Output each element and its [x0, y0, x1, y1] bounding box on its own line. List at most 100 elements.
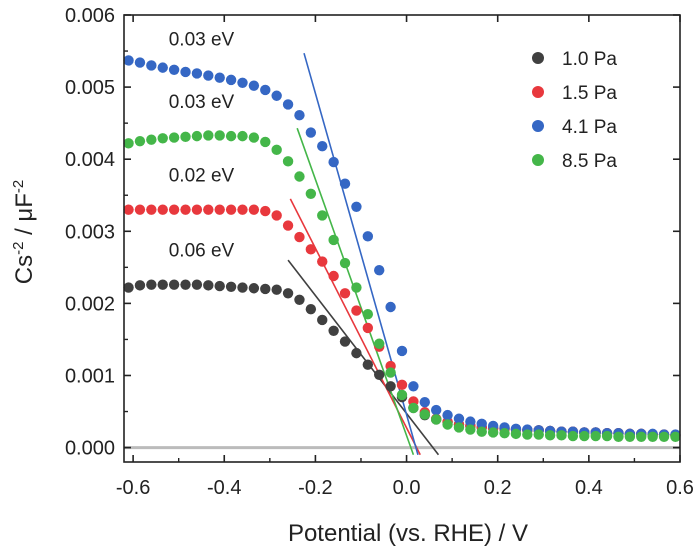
legend-label-series-2: 1.5 Pa: [562, 83, 617, 104]
data-point-series-4: [533, 429, 544, 440]
data-point-series-4: [658, 431, 670, 442]
y-axis-title-exponent: -2: [10, 242, 27, 255]
data-point-series-4: [374, 338, 385, 349]
data-point-series-2: [146, 204, 157, 215]
data-point-series-4: [567, 430, 579, 442]
legend-marker-series-3: [532, 120, 544, 132]
data-point-series-3: [214, 72, 225, 83]
data-point-series-3: [248, 80, 260, 91]
data-point-series-4: [146, 134, 157, 145]
data-point-series-3: [430, 404, 442, 416]
legend-label-series-4: 8.5 Pa: [562, 151, 617, 172]
data-point-series-3: [408, 381, 419, 392]
x-tick-label: -0.4: [207, 477, 241, 499]
data-point-series-4: [522, 429, 533, 440]
data-point-series-2: [282, 220, 294, 231]
data-point-series-2: [237, 204, 248, 215]
data-point-series-4: [385, 367, 396, 378]
data-point-series-4: [613, 431, 624, 442]
data-point-series-4: [408, 402, 419, 414]
data-point-series-3: [305, 127, 317, 138]
data-point-series-4: [260, 136, 271, 148]
data-point-series-2: [123, 204, 134, 215]
data-point-series-3: [396, 345, 408, 357]
slope-annotation-series-2: 0.02 eV: [169, 166, 235, 187]
data-point-series-4: [419, 409, 430, 420]
axis-frame-layer: [123, 14, 681, 463]
data-point-series-4: [157, 133, 168, 144]
data-point-series-4: [430, 414, 442, 425]
y-axis-title-unit: / μF: [11, 193, 38, 242]
data-point-series-2: [168, 204, 180, 215]
data-point-series-1: [385, 381, 396, 392]
data-point-series-1: [191, 279, 203, 290]
fit-line-series-2: [289, 198, 421, 456]
data-point-series-4: [453, 422, 465, 433]
data-point-series-4: [624, 431, 636, 442]
data-point-series-3: [260, 84, 271, 96]
data-point-series-4: [282, 156, 294, 167]
data-point-series-2: [191, 204, 203, 215]
data-point-series-4: [214, 130, 225, 141]
data-point-series-2: [248, 204, 260, 215]
y-axis-title: Cs-2 / μF-2: [10, 180, 38, 285]
data-point-series-1: [339, 336, 351, 347]
data-point-series-1: [282, 288, 294, 299]
data-point-series-4: [396, 389, 408, 401]
legend: 1.0 Pa 1.5 Pa 4.1 Pa 8.5 Pa: [532, 49, 617, 172]
data-point-series-4: [544, 430, 556, 441]
data-point-series-3: [294, 110, 305, 121]
data-point-series-1: [225, 281, 237, 293]
data-point-series-4: [499, 427, 510, 439]
data-point-series-1: [351, 347, 362, 359]
data-point-series-3: [225, 74, 237, 86]
x-tick-label: 0.4: [575, 477, 603, 499]
data-point-series-1: [328, 325, 339, 336]
data-point-series-3: [442, 409, 453, 421]
data-point-series-2: [351, 305, 362, 316]
data-point-series-3: [351, 201, 362, 212]
legend-marker-series-1: [532, 52, 544, 64]
data-point-series-1: [294, 294, 305, 305]
data-point-series-4: [237, 130, 248, 142]
data-point-series-1: [271, 284, 282, 295]
data-point-series-1: [374, 369, 385, 380]
x-axis-title: Potential (vs. RHE) / V: [288, 520, 528, 547]
data-point-series-1: [123, 282, 134, 293]
data-point-series-3: [317, 141, 328, 152]
data-point-series-3: [237, 77, 248, 88]
data-point-series-3: [385, 301, 396, 313]
data-point-series-4: [328, 234, 339, 246]
data-point-series-2: [317, 256, 328, 267]
y-tick-label: 0.005: [65, 77, 115, 99]
data-point-series-1: [237, 282, 248, 293]
x-tick-label: 0.0: [393, 477, 421, 499]
data-point-series-1: [134, 280, 146, 291]
data-point-series-4: [339, 257, 351, 269]
data-point-series-4: [271, 144, 282, 156]
y-axis-title-unit-exponent: -2: [10, 180, 27, 193]
data-point-series-4: [601, 430, 613, 442]
data-point-series-2: [271, 210, 282, 221]
data-point-series-3: [146, 60, 157, 71]
data-point-series-2: [294, 231, 305, 243]
data-point-series-4: [476, 426, 487, 437]
slope-annotation-series-1: 0.06 eV: [169, 241, 235, 262]
data-point-series-4: [487, 427, 499, 438]
fit-line-series-1: [287, 259, 440, 456]
slope-annotation-series-4: 0.03 eV: [169, 92, 235, 113]
data-point-series-4: [647, 431, 658, 442]
data-point-series-1: [248, 283, 260, 294]
data-point-series-4: [191, 130, 203, 142]
data-point-series-2: [396, 379, 408, 391]
data-point-series-3: [203, 70, 214, 81]
data-point-series-1: [157, 279, 168, 290]
data-point-series-4: [442, 419, 453, 430]
data-point-series-3: [191, 68, 203, 79]
data-point-series-2: [225, 204, 237, 215]
data-point-series-3: [168, 64, 180, 75]
data-point-series-3: [328, 156, 339, 168]
y-tick-label: 0.000: [65, 438, 115, 460]
y-tick-label: 0.001: [65, 365, 115, 387]
y-tick-label: 0.004: [65, 149, 115, 171]
